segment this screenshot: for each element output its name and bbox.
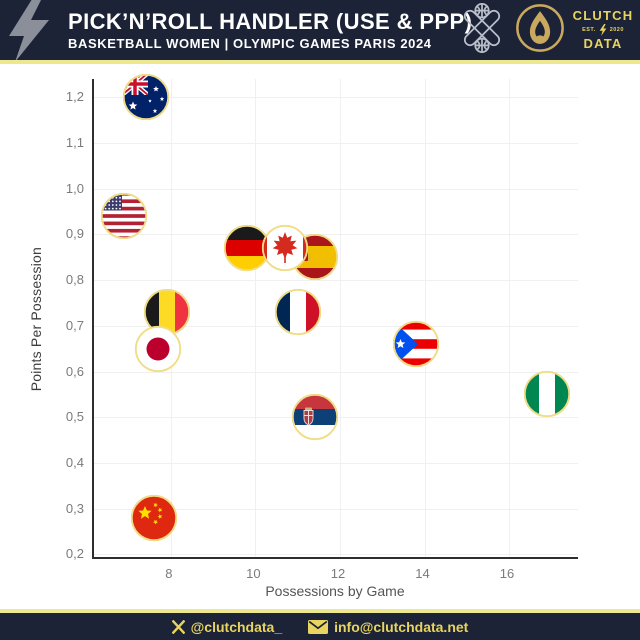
clutch-data-logo: CLUTCH EST. 2020 DATA — [572, 9, 634, 50]
data-point-serbia[interactable] — [291, 393, 339, 441]
y-gridline — [94, 463, 578, 464]
y-tick-label: 0,2 — [65, 546, 84, 562]
y-tick-label: 0,8 — [65, 272, 84, 288]
x-gridline — [424, 79, 426, 557]
email-link[interactable]: info@clutchdata.net — [308, 619, 468, 635]
clutch-data-logo-top: CLUTCH — [572, 8, 634, 24]
envelope-icon — [308, 619, 329, 634]
y-tick-label: 0,4 — [65, 455, 84, 470]
data-point-nigeria[interactable] — [523, 370, 571, 418]
clutch-data-year-label: 2020 — [609, 27, 624, 33]
y-gridline — [94, 325, 578, 327]
y-gridline — [94, 508, 578, 510]
x-twitter-icon — [171, 619, 185, 634]
crossed-basketballs-icon — [456, 2, 508, 59]
data-point-china[interactable] — [130, 494, 178, 542]
y-gridline — [94, 234, 578, 236]
data-point-canada[interactable] — [261, 224, 309, 272]
clutch-data-logo-bottom: DATA — [583, 36, 623, 51]
x-tick-label: 16 — [499, 566, 515, 581]
y-tick-label: 0,3 — [65, 500, 84, 516]
x-tick-label: 12 — [330, 566, 346, 581]
y-tick-label: 1,1 — [65, 135, 84, 150]
data-point-puerto-rico[interactable] — [392, 320, 440, 368]
footer-divider — [0, 609, 640, 613]
y-tick-label: 0,6 — [65, 363, 84, 379]
data-point-france[interactable] — [274, 288, 322, 336]
lightning-bolt-icon — [0, 0, 58, 60]
header-banner: PICK’N’ROLL HANDLER (USE & PPP) BASKETBA… — [0, 0, 640, 60]
y-tick-label: 0,5 — [65, 409, 84, 425]
paris-2024-flame-icon — [514, 2, 566, 59]
ppp-scatter-chart: Points Per Possession 0,2 0,3 0,4 0,5 0,6 0,7… — [0, 64, 640, 609]
page-title: PICK’N’ROLL HANDLER (USE & PPP) — [68, 8, 473, 34]
x-gridline — [255, 79, 257, 557]
header-divider — [0, 60, 640, 64]
clutch-data-est-label: EST. — [582, 27, 596, 33]
x-gridline — [509, 79, 510, 557]
title-block: PICK’N’ROLL HANDLER (USE & PPP) BASKETBA… — [68, 8, 473, 52]
data-point-usa[interactable] — [100, 192, 148, 240]
y-gridline — [94, 143, 578, 144]
footer-bar: @clutchdata_ info@clutchdata.net — [0, 613, 640, 640]
y-gridline — [94, 554, 578, 556]
page-subtitle: BASKETBALL WOMEN | OLYMPIC GAMES PARIS 2… — [68, 36, 432, 52]
y-tick-label: 0,9 — [65, 226, 84, 242]
y-gridline — [94, 97, 578, 99]
y-tick-label: 1,2 — [65, 89, 84, 105]
y-gridline — [94, 371, 578, 373]
x-tick-label: 14 — [415, 566, 430, 581]
y-gridline — [94, 280, 578, 282]
y-gridline — [94, 188, 578, 190]
data-point-belgium[interactable] — [143, 288, 191, 336]
data-point-australia[interactable] — [122, 73, 170, 121]
y-tick-label: 0,7 — [65, 317, 84, 333]
plot-area — [92, 74, 578, 559]
twitter-handle[interactable]: @clutchdata_ — [171, 619, 282, 635]
x-axis-title: Possessions by Game — [265, 583, 405, 599]
x-gridline — [340, 79, 341, 557]
x-tick-label: 10 — [246, 566, 261, 581]
x-tick-label: 8 — [165, 566, 173, 581]
data-point-japan[interactable] — [134, 325, 182, 373]
y-tick-label: 1,0 — [65, 180, 84, 196]
small-bolt-icon — [599, 24, 607, 36]
